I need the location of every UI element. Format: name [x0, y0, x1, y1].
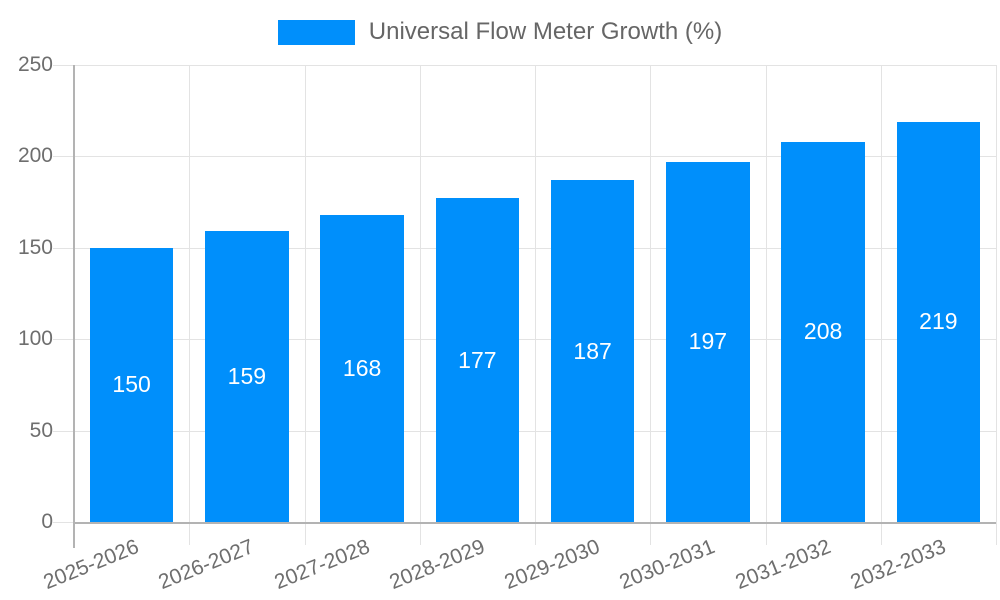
legend: Universal Flow Meter Growth (%)	[0, 17, 1000, 47]
legend-label: Universal Flow Meter Growth (%)	[368, 18, 723, 45]
y-tick-mark	[53, 430, 74, 432]
gridline-vertical	[765, 65, 767, 545]
gridline-vertical	[650, 65, 652, 545]
y-tick-label: 0	[41, 510, 53, 533]
y-tick-label: 50	[29, 418, 53, 442]
gridline-vertical	[880, 65, 882, 545]
y-tick-label: 100	[17, 327, 53, 351]
bar: 168	[320, 214, 404, 522]
gridline-vertical	[996, 65, 997, 545]
y-tick-mark	[53, 522, 74, 523]
bar: 219	[896, 121, 981, 522]
bar-value-label: 208	[803, 318, 843, 345]
x-axis-line	[74, 522, 996, 524]
gridline-vertical	[304, 65, 306, 545]
y-tick-mark	[53, 339, 74, 341]
bar: 150	[89, 247, 174, 522]
x-tick-label: 2032-2033	[700, 535, 949, 594]
bar-value-label: 197	[688, 328, 728, 355]
y-tick-mark	[53, 156, 74, 158]
bar-value-label: 177	[458, 346, 497, 373]
bar: 159	[205, 231, 289, 522]
gridline-vertical	[419, 65, 421, 545]
bar-value-label: 219	[919, 308, 958, 335]
plot-area: 150 159 168 177 187 197 208 219	[53, 65, 997, 548]
bar: 177	[435, 198, 520, 522]
y-tick-mark	[53, 65, 74, 66]
gridline-vertical	[189, 65, 191, 545]
bar: 208	[781, 141, 865, 522]
bar-value-label: 187	[573, 337, 612, 364]
y-axis-line	[73, 65, 75, 548]
bar-value-label: 150	[112, 371, 151, 398]
y-tick-label: 250	[17, 53, 53, 76]
gridline-vertical	[535, 65, 536, 545]
legend-swatch	[277, 19, 355, 45]
x-tick-label-text: 2032-2033	[847, 535, 949, 594]
bar-value-label: 159	[227, 363, 267, 390]
bar: 197	[666, 161, 750, 522]
y-tick-label: 150	[17, 235, 53, 259]
y-tick-label: 200	[17, 144, 53, 168]
legend-item[interactable]: Universal Flow Meter Growth (%)	[277, 18, 723, 46]
bar: 187	[550, 180, 635, 522]
bar-value-label: 168	[342, 354, 382, 381]
y-tick-mark	[53, 247, 74, 249]
